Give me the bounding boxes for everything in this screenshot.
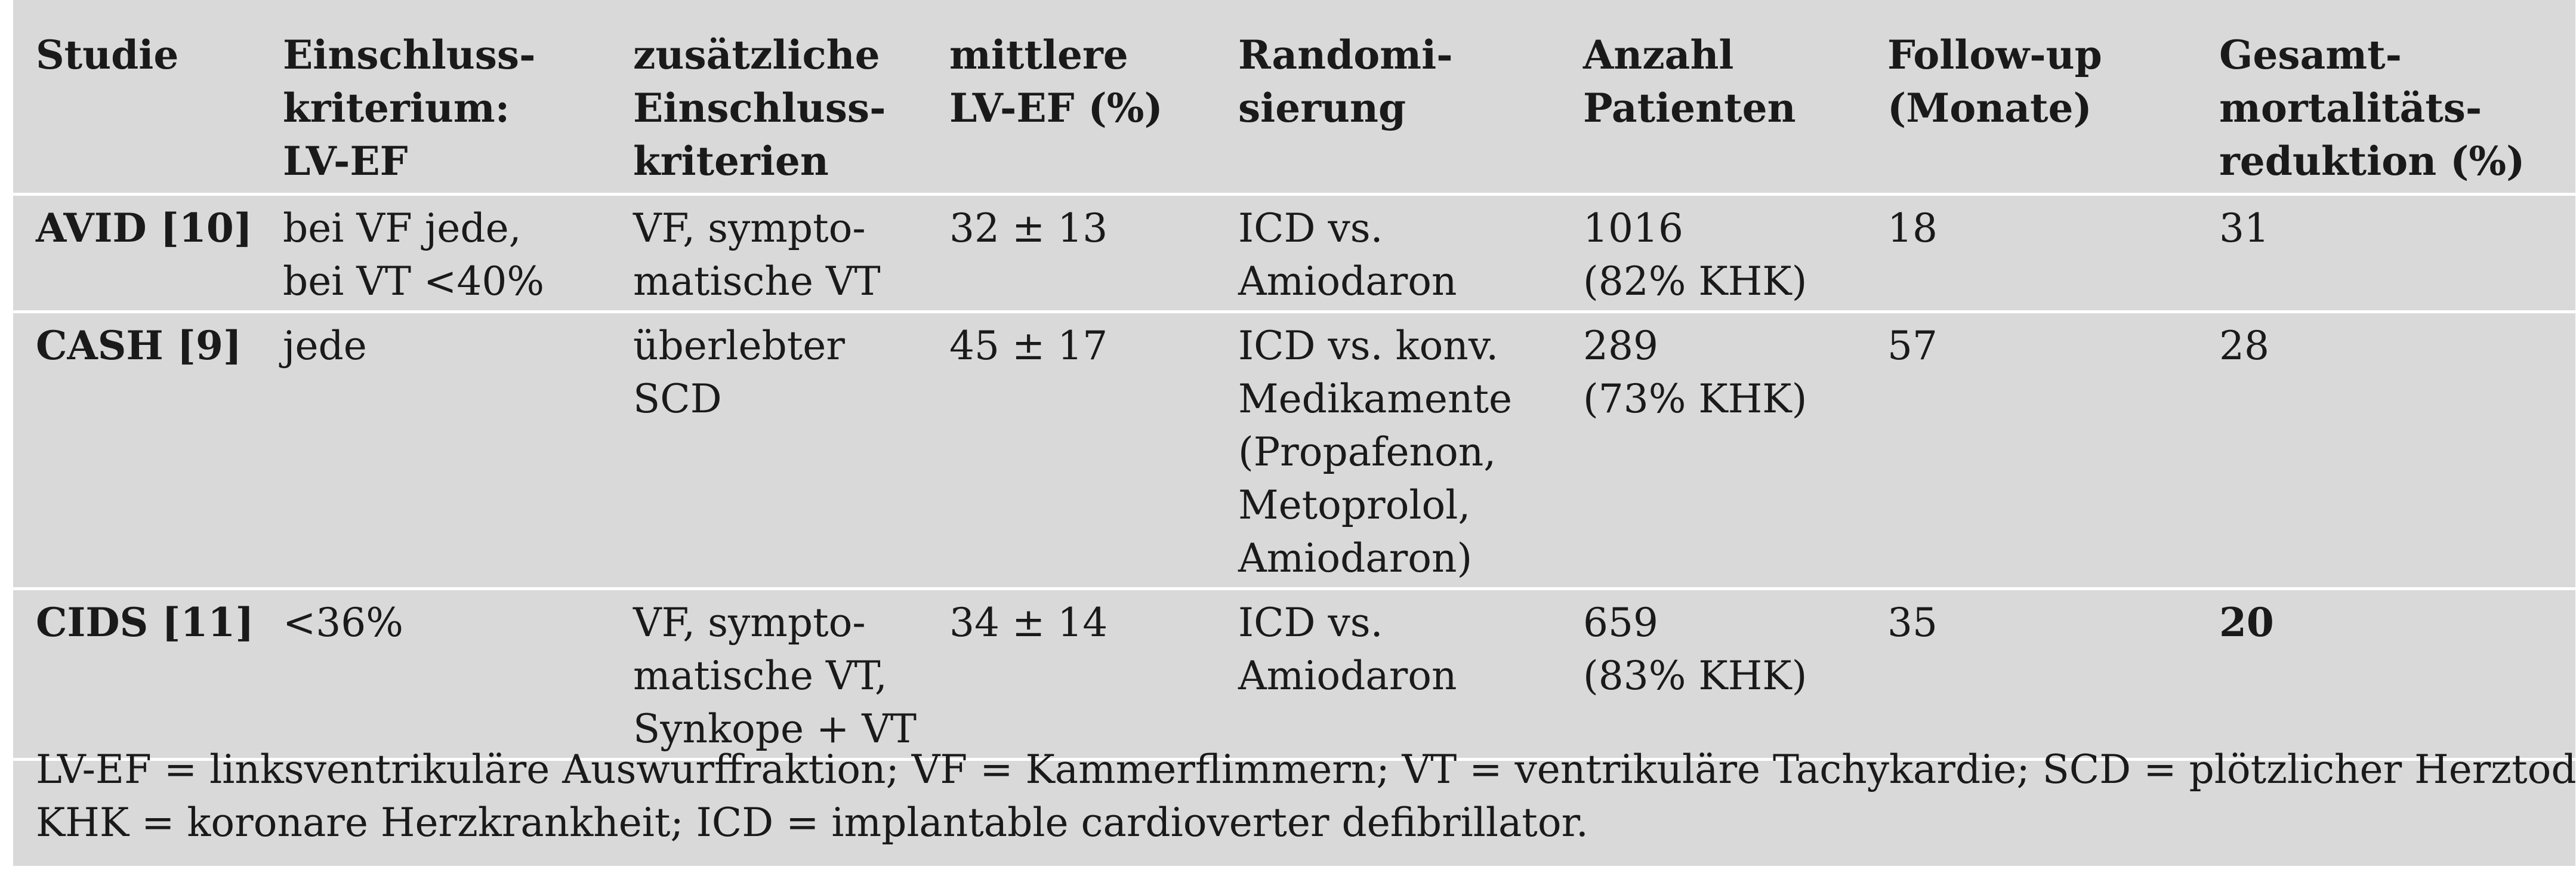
table-row: CASH [9] jede überlebter SCD 45 ± 17 ICD… (13, 311, 2575, 590)
cell-mittlere-lvef: 45 ± 17 (949, 311, 1238, 590)
cell-anzahl-patienten: 659 (83% KHK) (1583, 588, 1887, 761)
footnote-line: KHK = koronare Herzkrankheit; ICD = impl… (36, 800, 1588, 846)
study-table: Studie Einschluss- kriterium: LV-EF zusä… (13, 0, 2575, 761)
cell-einschlusskriterium: <36% (283, 588, 633, 761)
cell-zusaetzliche-kriterien: VF, sympto- matische VT, Synkope + VT (633, 588, 949, 761)
table-row: CIDS [11] <36% VF, sympto- matische VT, … (13, 588, 2575, 761)
cell-studie: AVID [10] (13, 194, 283, 313)
header-zusaetzliche-kriterien: zusätzliche Einschluss- kriterien (633, 0, 949, 196)
cell-studie: CIDS [11] (13, 588, 283, 761)
cell-randomisierung: ICD vs. konv. Medikamente (Propafenon, M… (1238, 311, 1583, 590)
cell-anzahl-patienten: 1016 (82% KHK) (1583, 194, 1887, 313)
header-row: Studie Einschluss- kriterium: LV-EF zusä… (13, 0, 2575, 196)
cell-zusaetzliche-kriterien: VF, sympto- matische VT (633, 194, 949, 313)
cell-anzahl-patienten: 289 (73% KHK) (1583, 311, 1887, 590)
cell-einschlusskriterium: jede (283, 311, 633, 590)
table-row: AVID [10] bei VF jede, bei VT <40% VF, s… (13, 194, 2575, 313)
cell-randomisierung: ICD vs. Amiodaron (1238, 194, 1583, 313)
cell-mortalitaetsreduktion: 20 (2219, 588, 2575, 761)
cell-einschlusskriterium: bei VF jede, bei VT <40% (283, 194, 633, 313)
header-randomisierung: Randomi- sierung (1238, 0, 1583, 196)
cell-mortalitaetsreduktion: 31 (2219, 194, 2575, 313)
header-mortalitaetsreduktion: Gesamt- mortalitäts- reduktion (%) (2219, 0, 2575, 196)
header-follow-up: Follow-up (Monate) (1887, 0, 2219, 196)
cell-follow-up: 18 (1887, 194, 2219, 313)
cell-randomisierung: ICD vs. Amiodaron (1238, 588, 1583, 761)
table-footnote: LV-EF = linksventrikuläre Auswurffraktio… (36, 743, 2576, 849)
cell-mortalitaetsreduktion: 28 (2219, 311, 2575, 590)
cell-follow-up: 57 (1887, 311, 2219, 590)
cell-follow-up: 35 (1887, 588, 2219, 761)
header-einschlusskriterium: Einschluss- kriterium: LV-EF (283, 0, 633, 196)
header-anzahl-patienten: Anzahl Patienten (1583, 0, 1887, 196)
header-mittlere-lvef: mittlere LV-EF (%) (949, 0, 1238, 196)
header-studie: Studie (13, 0, 283, 196)
table-panel: Studie Einschluss- kriterium: LV-EF zusä… (13, 0, 2576, 866)
cell-studie: CASH [9] (13, 311, 283, 590)
footnote-line: LV-EF = linksventrikuläre Auswurffraktio… (36, 747, 2576, 792)
cell-mittlere-lvef: 32 ± 13 (949, 194, 1238, 313)
cell-zusaetzliche-kriterien: überlebter SCD (633, 311, 949, 590)
cell-mittlere-lvef: 34 ± 14 (949, 588, 1238, 761)
